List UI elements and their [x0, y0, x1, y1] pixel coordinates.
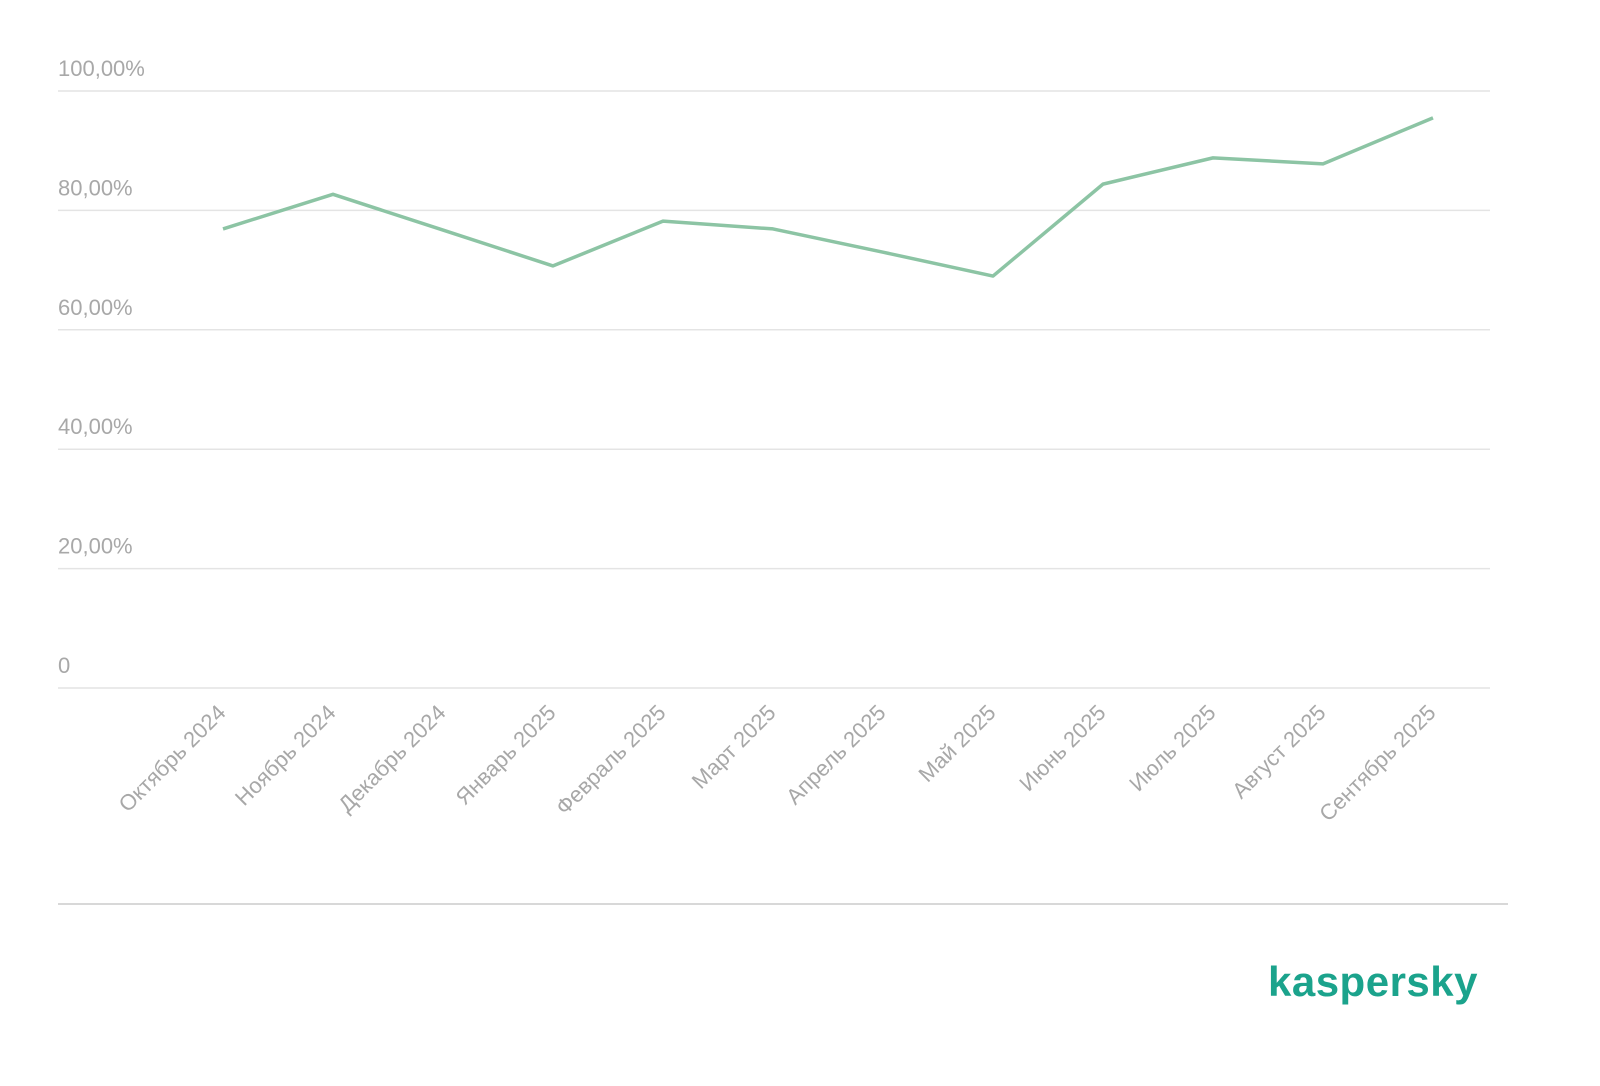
x-tick-label: Октябрь 2024	[114, 700, 231, 817]
y-tick-label: 100,00%	[58, 56, 145, 81]
x-tick-label: Май 2025	[913, 700, 1000, 787]
x-tick-label: Декабрь 2024	[333, 700, 450, 817]
y-tick-label: 0	[58, 653, 70, 678]
x-tick-label: Март 2025	[687, 700, 781, 794]
y-tick-label: 20,00%	[58, 534, 133, 559]
x-tick-label: Август 2025	[1227, 700, 1330, 803]
data-line	[222, 116, 1434, 278]
x-tick-label: Июль 2025	[1124, 700, 1220, 796]
x-tick-label: Февраль 2025	[551, 700, 671, 820]
x-tick-label: Январь 2025	[451, 700, 561, 810]
x-tick-label: Сентябрь 2025	[1314, 700, 1440, 826]
y-tick-label: 80,00%	[58, 175, 133, 200]
x-tick-label: Апрель 2025	[781, 700, 890, 809]
x-tick-label: Июнь 2025	[1014, 700, 1110, 796]
y-tick-label: 60,00%	[58, 295, 133, 320]
x-tick-label: Ноябрь 2024	[230, 700, 341, 811]
logo: kaspersky	[1268, 958, 1478, 1005]
y-tick-label: 40,00%	[58, 414, 133, 439]
